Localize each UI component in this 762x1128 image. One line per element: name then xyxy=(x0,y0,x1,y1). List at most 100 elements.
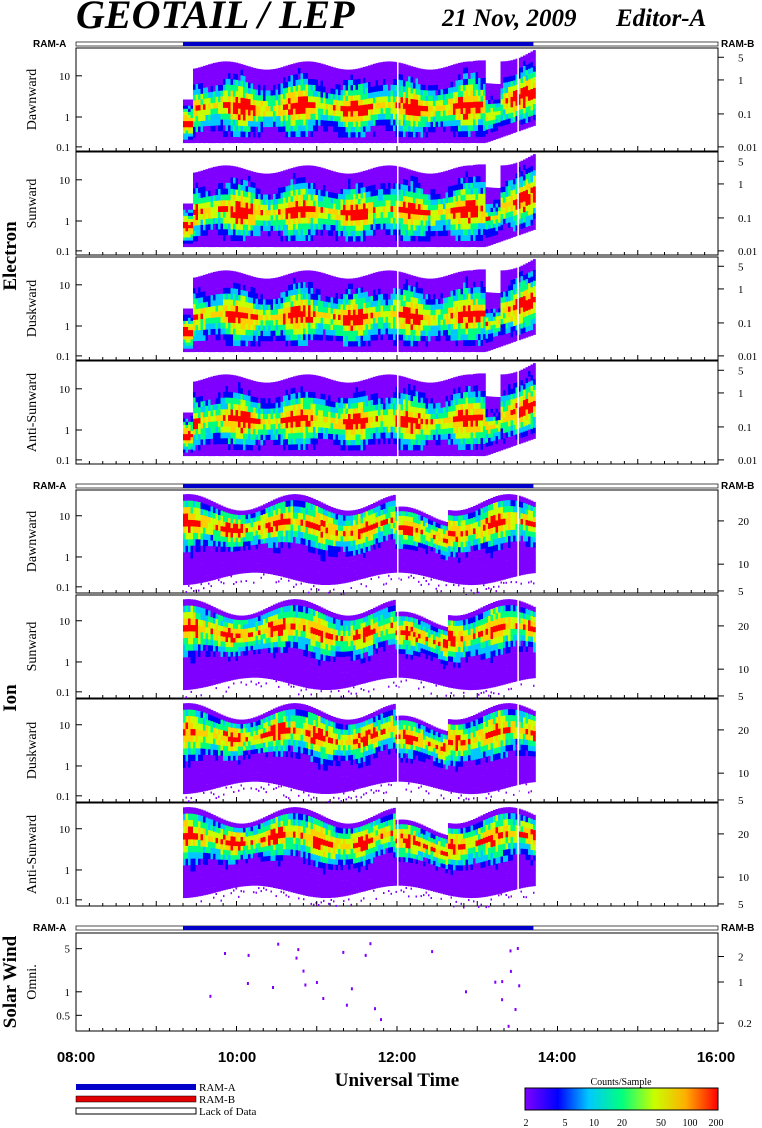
spectrogram-cell xyxy=(493,116,496,120)
spectrogram-cell xyxy=(461,224,464,230)
spectrogram-cell xyxy=(323,273,326,279)
spectrogram-cell xyxy=(476,241,479,247)
spectrogram-cell xyxy=(383,166,386,172)
spectrogram-cell xyxy=(363,127,366,133)
spectrogram-cell xyxy=(188,339,191,342)
spectrogram-cell xyxy=(361,73,364,79)
spectrogram-cell xyxy=(321,98,324,104)
spectrogram-cell xyxy=(461,97,464,103)
spectrogram-cell xyxy=(298,207,301,213)
spectrogram-cell xyxy=(523,108,526,114)
spectrogram-cell xyxy=(461,212,464,218)
spectrogram-cell xyxy=(233,312,236,318)
spectrogram-cell xyxy=(241,98,244,104)
spectrogram-cell xyxy=(238,63,241,69)
spectrogram-cell xyxy=(183,213,186,216)
spectrogram-cell xyxy=(288,291,291,297)
spectrogram-cell xyxy=(226,200,229,206)
spectrogram-cell xyxy=(246,115,249,121)
spectrogram-cell xyxy=(203,186,206,192)
spectrogram-cell xyxy=(523,66,526,72)
spectrogram-cell xyxy=(216,212,219,218)
spectrogram-cell xyxy=(218,229,221,235)
spectrogram-cell xyxy=(486,208,489,213)
spectrogram-cell xyxy=(408,104,411,110)
spectrogram-cell xyxy=(486,225,489,230)
spectrogram-cell xyxy=(243,109,246,115)
spectrogram-cell xyxy=(261,85,264,91)
spectrogram-cell xyxy=(223,96,226,102)
spectrogram-cell xyxy=(383,200,386,206)
spectrogram-cell xyxy=(248,66,251,72)
spectrogram-cell xyxy=(216,306,219,312)
spectrogram-cell xyxy=(368,208,371,214)
spectrogram-cell xyxy=(513,211,516,217)
spectrogram-cell xyxy=(243,236,246,242)
spectrogram-cell xyxy=(203,121,206,127)
spectrogram-cell xyxy=(491,112,494,116)
spectrogram-cell xyxy=(328,291,331,297)
spectrogram-cell xyxy=(203,77,206,83)
spectrogram-cell xyxy=(256,242,259,248)
spectrogram-cell xyxy=(201,336,204,342)
spectrogram-cell xyxy=(221,131,224,137)
spectrogram-cell xyxy=(236,272,239,278)
spectrogram-cell xyxy=(183,238,186,241)
spectrogram-cell xyxy=(313,346,316,352)
spectrogram-cell xyxy=(366,176,369,182)
spectrogram-cell xyxy=(226,137,229,143)
spectrogram-cell xyxy=(273,310,276,316)
spectrogram-cell xyxy=(496,239,499,243)
spectrogram-cell xyxy=(291,179,294,185)
spectrogram-cell xyxy=(308,108,311,114)
spectrogram-cell xyxy=(238,97,241,103)
spectrogram-cell xyxy=(228,166,231,172)
spectrogram-cell xyxy=(306,114,309,120)
spectrogram-cell xyxy=(333,127,336,133)
spectrogram-cell xyxy=(218,329,221,335)
spectrogram-cell xyxy=(491,196,494,200)
spectrogram-cell xyxy=(463,166,466,172)
spectrogram-cell xyxy=(328,208,331,214)
spectrogram-cell xyxy=(333,341,336,347)
spectrogram-cell xyxy=(281,94,284,100)
spectrogram-cell xyxy=(248,83,251,89)
spectrogram-cell xyxy=(458,91,461,97)
spectrogram-cell xyxy=(371,241,374,247)
spectrogram-cell xyxy=(231,329,234,335)
spectrogram-cell xyxy=(378,97,381,103)
spectrogram-cell xyxy=(491,224,494,228)
spectrogram-cell xyxy=(271,305,274,311)
spectrogram-cell xyxy=(361,199,364,205)
spectrogram-cell xyxy=(281,182,284,188)
spectrogram-cell xyxy=(291,230,294,236)
spectrogram-cell xyxy=(491,212,494,216)
spectrogram-cell xyxy=(513,184,516,190)
spectrogram-cell xyxy=(188,333,191,336)
spectrogram-cell xyxy=(211,329,214,335)
spectrogram-cell xyxy=(451,126,454,132)
spectrogram-cell xyxy=(298,283,301,289)
spectrogram-cell xyxy=(471,241,474,247)
spectrogram-cell xyxy=(338,299,341,305)
spectrogram-cell xyxy=(311,171,314,177)
spectrogram-cell xyxy=(393,241,396,247)
spectrogram-cell xyxy=(313,277,316,283)
spectrogram-cell xyxy=(441,193,444,199)
spectrogram-cell xyxy=(491,88,494,92)
spectrogram-cell xyxy=(498,219,501,223)
spectrogram-cell xyxy=(508,113,511,119)
spectrogram-cell xyxy=(278,89,281,95)
spectrogram-cell xyxy=(313,201,316,207)
spectrogram-cell xyxy=(251,346,254,352)
spectrogram-cell xyxy=(198,137,201,143)
spectrogram-cell xyxy=(533,213,536,219)
spectrogram-cell xyxy=(248,314,251,320)
spectrogram-cell xyxy=(308,165,311,171)
spectrogram-cell xyxy=(351,194,354,200)
spectrogram-cell xyxy=(281,116,284,122)
spectrogram-cell xyxy=(191,207,194,210)
spectrogram-cell xyxy=(228,62,231,68)
spectrogram-cell xyxy=(216,108,219,114)
spectrogram-cell xyxy=(213,80,216,86)
